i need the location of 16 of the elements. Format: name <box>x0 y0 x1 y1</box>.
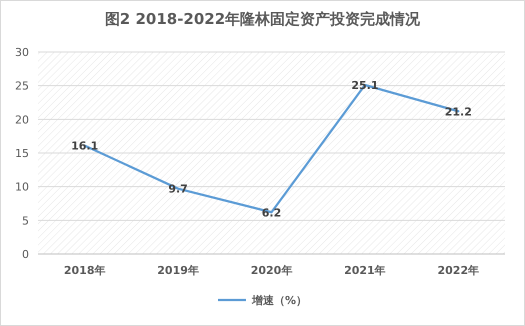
x-tick-label: 2022年 <box>437 264 480 277</box>
x-tick-label: 2018年 <box>64 264 106 277</box>
legend-label: 增速（%） <box>250 294 308 307</box>
x-tick-label: 2021年 <box>344 264 386 277</box>
y-tick-label: 15 <box>15 147 29 160</box>
y-tick-label: 30 <box>15 46 29 59</box>
chart-title: 图2 2018-2022年隆林固定资产投资完成情况 <box>104 10 422 28</box>
data-label: 16.1 <box>71 140 98 153</box>
y-tick-label: 5 <box>22 214 29 228</box>
y-tick-label: 20 <box>15 113 29 126</box>
x-tick-label: 2019年 <box>157 264 199 277</box>
data-label: 21.2 <box>444 105 472 118</box>
x-tick-label: 2020年 <box>250 264 292 277</box>
y-tick-label: 25 <box>15 80 29 93</box>
y-tick-label: 10 <box>15 180 29 194</box>
y-tick-label: 0 <box>22 248 29 261</box>
